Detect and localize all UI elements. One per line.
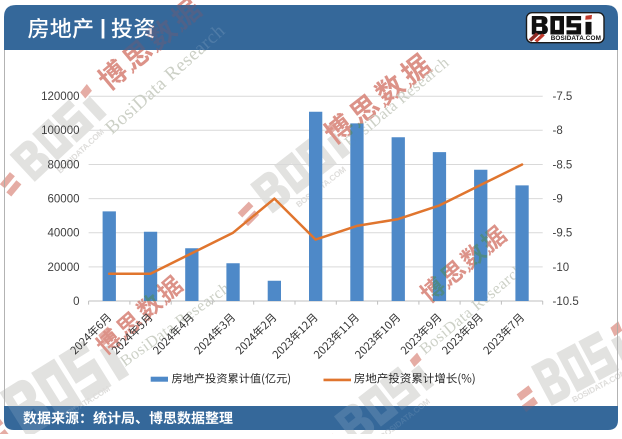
svg-text:-9.5: -9.5: [553, 228, 573, 240]
svg-text:20000: 20000: [48, 262, 80, 274]
svg-text:BOSIDATA.COM: BOSIDATA.COM: [551, 35, 601, 42]
svg-text:-8: -8: [553, 125, 563, 137]
svg-text:40000: 40000: [48, 228, 80, 240]
svg-text:120000: 120000: [41, 91, 79, 103]
svg-text:0: 0: [73, 296, 79, 308]
svg-text:-10.5: -10.5: [553, 296, 579, 308]
svg-text:80000: 80000: [48, 159, 80, 171]
svg-text:-7.5: -7.5: [553, 91, 573, 103]
svg-text:60000: 60000: [48, 194, 80, 206]
svg-text:-9: -9: [553, 194, 563, 206]
svg-text:-10: -10: [553, 262, 570, 274]
svg-text:-8.5: -8.5: [553, 159, 573, 171]
